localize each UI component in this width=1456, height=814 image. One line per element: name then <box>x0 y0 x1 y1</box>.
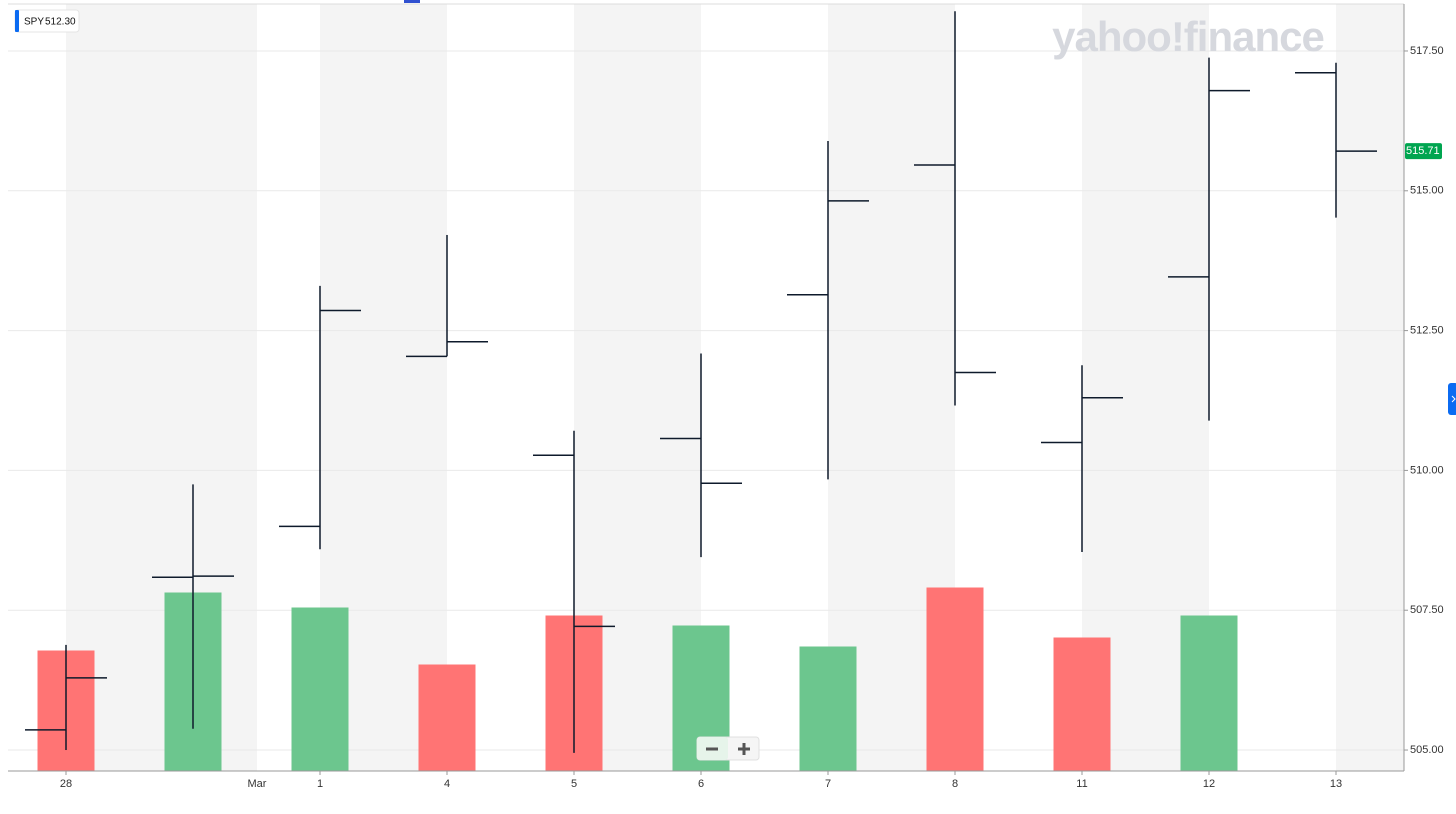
volume-bar <box>418 664 476 772</box>
last-price-label: 515.71 <box>1406 145 1440 157</box>
legend-price: 512.30 <box>45 17 76 28</box>
y-tick-label: 507.50 <box>1410 604 1444 616</box>
x-tick-label: 6 <box>698 778 704 790</box>
grid <box>8 50 1404 751</box>
zoom-in[interactable] <box>738 743 750 755</box>
x-tick-label: 12 <box>1203 778 1215 790</box>
volume-bar <box>799 646 857 772</box>
volume-bar <box>1180 615 1238 772</box>
side-tab[interactable] <box>1448 383 1456 415</box>
side-chevron <box>1451 395 1456 403</box>
ohlc <box>25 11 1377 753</box>
y-tick-label: 510.00 <box>1410 464 1444 476</box>
x-tick-label: 28 <box>60 778 72 790</box>
y-tick-label: 515.00 <box>1410 185 1444 197</box>
volume <box>37 587 1238 772</box>
volume-bar <box>1053 637 1111 772</box>
x-tick-label: 7 <box>825 778 831 790</box>
zoom-controls <box>696 736 760 761</box>
volume-bar <box>926 587 984 772</box>
legend-swatch <box>15 10 19 32</box>
watermark: yahoo!finance <box>1052 13 1324 60</box>
x-tick-label: 8 <box>952 778 958 790</box>
top-marker <box>404 0 420 3</box>
y-tick-label: 505.00 <box>1410 744 1444 756</box>
x-tick-label: 11 <box>1076 778 1087 790</box>
band <box>1336 4 1404 771</box>
band <box>66 4 257 771</box>
x-tick-label: 4 <box>444 778 450 790</box>
last-price-badge <box>1405 143 1442 160</box>
y-tick-label: 517.50 <box>1410 45 1444 57</box>
x-tick-label: 13 <box>1330 778 1342 790</box>
legend-symbol: SPY <box>24 17 44 28</box>
axis-labels: 505.00 507.50 510.00 512.50 515.00 517.50 28 1 4… <box>60 45 1444 790</box>
x-tick-label: 1 <box>317 778 323 790</box>
month-label: Mar <box>248 778 267 790</box>
legend: SPY 512.30 <box>14 9 80 33</box>
volume-bar <box>291 607 349 772</box>
x-tick-label: 5 <box>571 778 577 790</box>
y-tick-label: 512.50 <box>1410 325 1444 337</box>
